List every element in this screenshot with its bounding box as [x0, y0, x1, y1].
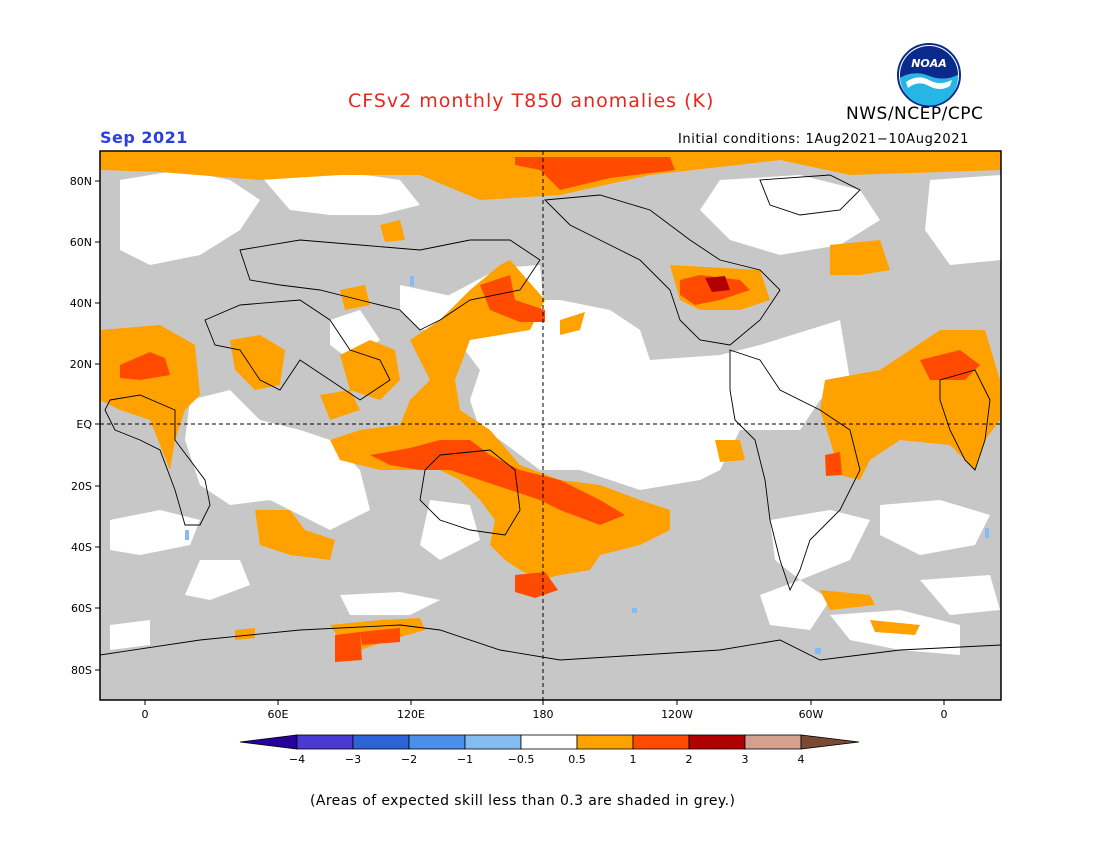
lat-tick-label: EQ [76, 418, 92, 431]
skill-footnote: (Areas of expected skill less than 0.3 a… [310, 793, 736, 809]
noaa-logo: NOAA [896, 42, 962, 112]
latitude-axis: 80N 60N 40N 20N EQ 20S 40S 60S 80S [70, 175, 100, 677]
lat-tick-label: 60N [70, 236, 92, 249]
darkred-anomaly-areas [705, 276, 730, 292]
colorbar-tick-label: −1 [457, 753, 473, 766]
colorbar-arrow-high [800, 734, 860, 750]
lon-tick-label: 120E [397, 708, 425, 721]
lon-tick-label: 0 [142, 708, 149, 721]
lat-tick-label: 20S [71, 480, 92, 493]
colorbar-tick-label: −3 [345, 753, 361, 766]
colorbar-swatch [576, 734, 634, 750]
colorbar-tick-label: −2 [401, 753, 417, 766]
colorbar-tick-label: 1 [630, 753, 637, 766]
colorbar-swatch [464, 734, 522, 750]
longitude-axis: 0 60E 120E 180 120W 60W 0 [142, 700, 948, 721]
lon-tick-label: 60W [799, 708, 824, 721]
colorbar-swatch [296, 734, 354, 750]
colorbar-swatch [632, 734, 690, 750]
anomaly-field [100, 151, 1001, 700]
colorbar-swatch [408, 734, 466, 750]
chart-title: CFSv2 monthly T850 anomalies (K) [348, 90, 715, 112]
initial-conditions: Initial conditions: 1Aug2021−10Aug2021 [678, 132, 969, 147]
lat-tick-label: 80N [70, 175, 92, 188]
colorbar-tick-label: 3 [742, 753, 749, 766]
lat-tick-label: 60S [71, 602, 92, 615]
valid-month: Sep 2021 [100, 128, 188, 147]
colorbar-swatch [688, 734, 746, 750]
colorbar-arrow-low [239, 734, 298, 750]
colorbar-tick-label: 2 [686, 753, 693, 766]
lon-tick-label: 60E [268, 708, 289, 721]
coastlines [100, 174, 1001, 661]
colorbar-tick-label: 0.5 [568, 753, 586, 766]
lon-tick-label: 0 [941, 708, 948, 721]
lightblue-anomaly-areas [185, 276, 989, 654]
logo-text: NOAA [911, 57, 947, 70]
colorbar-tick-label: 4 [798, 753, 805, 766]
map-frame [99, 150, 1002, 701]
colorbar-tick-label: −0.5 [508, 753, 535, 766]
colorbar-tick-label: −4 [289, 753, 305, 766]
lon-tick-label: 180 [533, 708, 554, 721]
lat-tick-label: 20N [70, 358, 92, 371]
colorbar-swatch [744, 734, 802, 750]
lat-tick-label: 40N [70, 297, 92, 310]
white-neutral-areas [110, 170, 1001, 655]
colorbar-swatch [352, 734, 410, 750]
lon-tick-label: 120W [661, 708, 693, 721]
agency-label: NWS/NCEP/CPC [846, 104, 984, 124]
lat-tick-label: 80S [71, 664, 92, 677]
colorbar: −4 −3 −2 −1 −0.5 0.5 1 2 3 4 [239, 734, 860, 766]
colorbar-swatch [520, 734, 578, 750]
lat-tick-label: 40S [71, 541, 92, 554]
